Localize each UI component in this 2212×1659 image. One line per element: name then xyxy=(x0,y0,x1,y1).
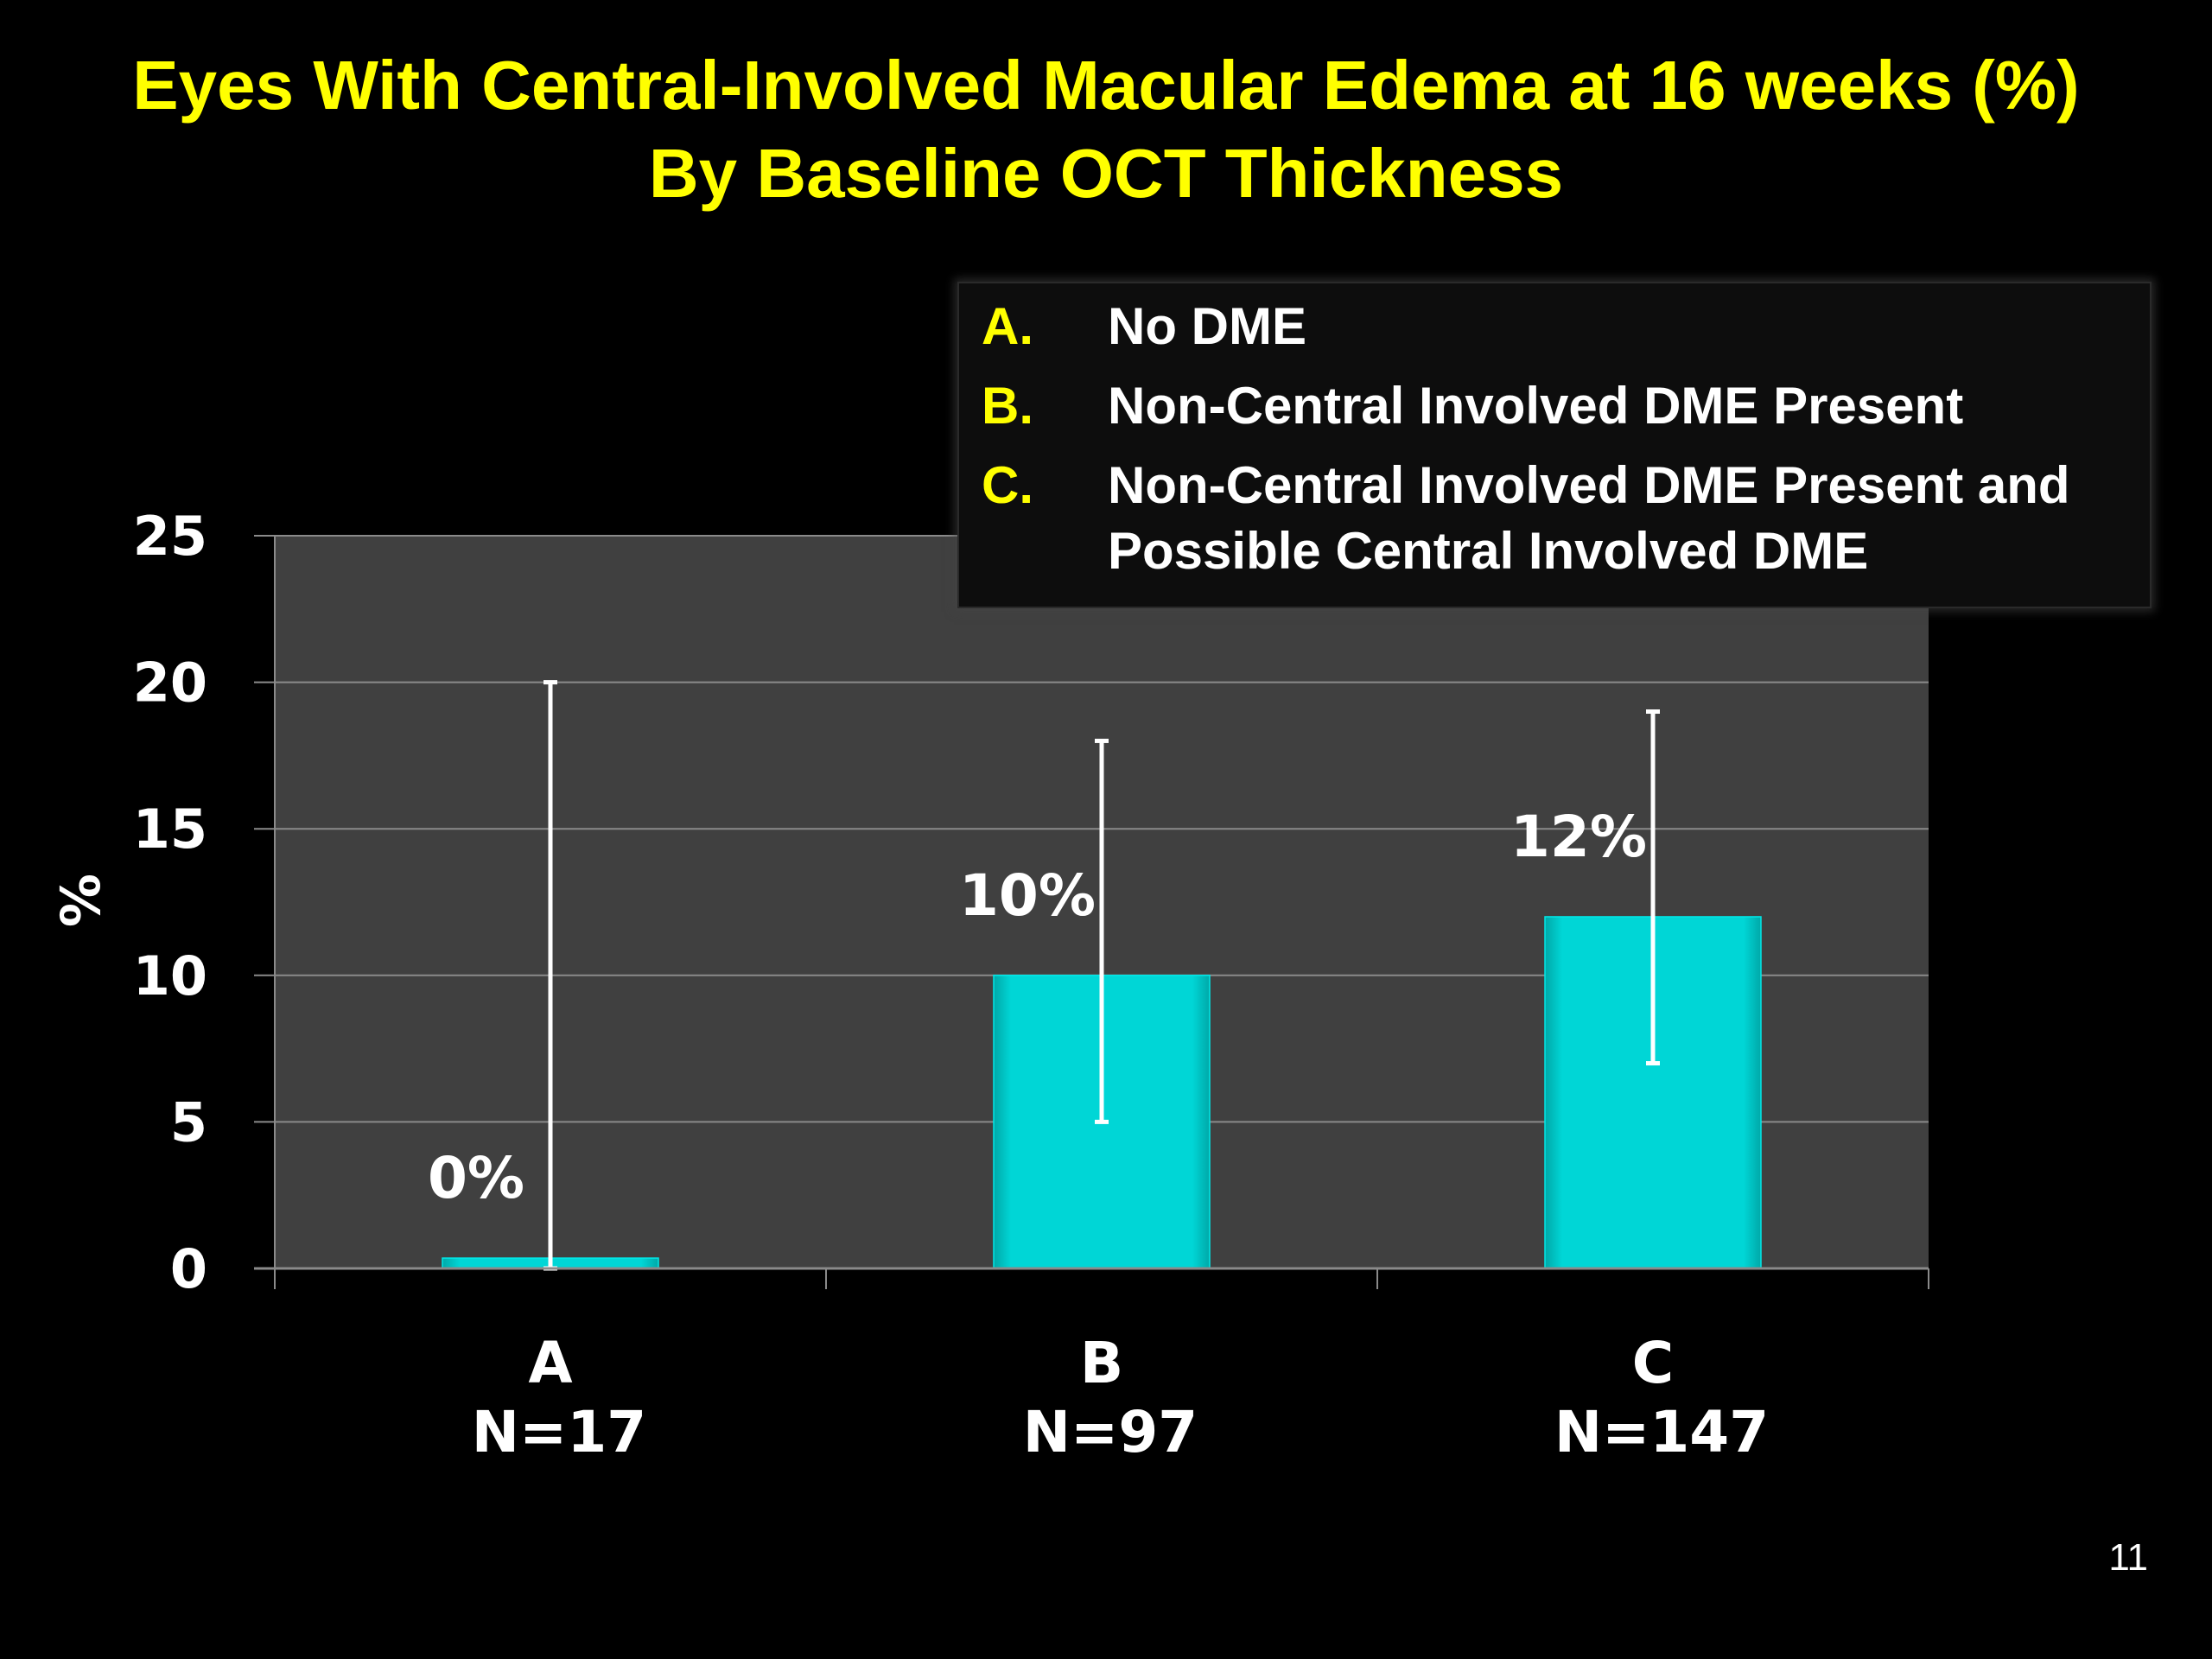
legend-key-c: C. xyxy=(982,456,1033,514)
x-sublabel-C: N=147 xyxy=(1554,1399,1769,1465)
x-tick-label-C: C xyxy=(1632,1330,1674,1396)
labels: 0 5 10 15 20 25% 0% AN=17 10% BN=97 12% CN=147 xyxy=(49,505,1769,1465)
slide-number: 11 xyxy=(2108,1536,2148,1579)
legend-item-c: C. Non-Central Involved DME Present and P… xyxy=(982,453,2145,584)
legend-key-a: A. xyxy=(982,297,1033,355)
y-tick-label-15: 15 xyxy=(133,798,207,861)
y-tick-label-0: 0 xyxy=(170,1237,207,1300)
legend-text-c: Non-Central Involved DME Present and Pos… xyxy=(1108,456,2070,580)
data-label-B: 10% xyxy=(959,862,1096,929)
legend-key-b: B. xyxy=(982,377,1033,435)
x-sublabel-A: N=17 xyxy=(472,1399,646,1465)
legend-item-b: B. Non-Central Involved DME Present xyxy=(982,373,2145,439)
y-tick-label-25: 25 xyxy=(133,505,207,568)
y-tick-label-5: 5 xyxy=(170,1090,207,1154)
axes xyxy=(254,535,1929,1289)
y-tick-label-10: 10 xyxy=(133,944,207,1007)
title-line-2: By Baseline OCT Thickness xyxy=(648,135,1564,212)
x-tick-label-A: A xyxy=(528,1330,572,1396)
error-bars xyxy=(543,680,1660,1271)
y-tick-label-20: 20 xyxy=(133,652,207,715)
legend-box: A. No DME B. Non-Central Involved DME Pres… xyxy=(957,282,2152,608)
legend-text-b: Non-Central Involved DME Present xyxy=(1108,377,1964,435)
legend-text-a: No DME xyxy=(1108,297,1306,355)
legend-item-a: A. No DME xyxy=(982,294,2145,359)
title-line-1: Eyes With Central-Involved Macular Edema… xyxy=(132,47,2080,124)
y-axis-label: % xyxy=(49,874,112,927)
slide-title: Eyes With Central-Involved Macular Edema… xyxy=(0,41,2212,218)
data-label-A: 0% xyxy=(428,1145,524,1211)
x-tick-label-B: B xyxy=(1080,1330,1123,1396)
data-label-C: 12% xyxy=(1510,804,1647,870)
x-sublabel-B: N=97 xyxy=(1023,1399,1198,1465)
